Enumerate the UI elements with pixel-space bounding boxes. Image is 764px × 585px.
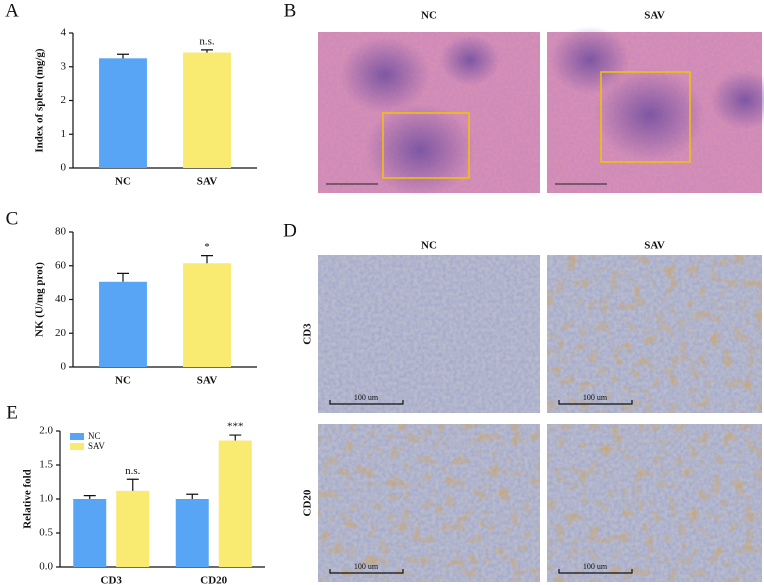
legend-swatch (70, 433, 84, 440)
y-tick-label: 60 (55, 259, 67, 271)
zoom-box (382, 112, 470, 179)
bar (175, 499, 209, 567)
panel-letter: A (5, 0, 19, 21)
significance: n.s. (199, 35, 215, 47)
panel-letter: E (6, 402, 18, 423)
scale-label: 100 um (583, 562, 608, 571)
y-tick-label: 1.5 (39, 459, 53, 471)
y-tick-label: 1.0 (39, 493, 53, 505)
stain (547, 424, 762, 582)
bar (73, 499, 107, 567)
scale-label: 100 um (583, 393, 608, 402)
follicle (340, 36, 430, 114)
x-tick-label: CD3 (101, 575, 123, 585)
scale-label: 100 um (354, 393, 379, 402)
x-tick-label: NC (115, 176, 131, 188)
error-bar (126, 478, 139, 491)
error-bar (186, 493, 199, 499)
significance: * (204, 241, 210, 253)
follicle (440, 34, 500, 86)
y-tick-label: 80 (55, 226, 67, 238)
scale-bar (558, 400, 633, 405)
follicle (710, 70, 764, 130)
y-tick-label: 20 (55, 327, 67, 339)
x-tick-label: CD20 (200, 575, 227, 585)
zoom-box (600, 71, 691, 163)
y-tick-label: 4 (61, 27, 67, 39)
y-tick-label: 0 (61, 162, 67, 174)
follicle (365, 103, 475, 197)
panel-letter: D (283, 220, 297, 241)
error-bar (83, 495, 96, 499)
column-label: SAV (644, 10, 665, 22)
y-axis-label: NK (U/mg prot) (34, 262, 46, 337)
y-tick-label: 3 (61, 60, 67, 72)
bar (99, 58, 147, 168)
bar (183, 52, 231, 169)
bar (218, 440, 252, 567)
y-tick-label: 2 (61, 94, 67, 106)
scale-bar (558, 569, 633, 574)
follicle (595, 68, 705, 162)
y-tick-label: 0.5 (39, 527, 53, 539)
x-tick-label: SAV (197, 176, 218, 188)
bar (183, 263, 231, 367)
stain (547, 255, 762, 413)
x-tick-label: NC (115, 375, 131, 387)
scale-bar (329, 400, 404, 405)
error-bar (201, 255, 213, 264)
bar (116, 490, 150, 567)
legend-label: SAV (88, 441, 105, 451)
y-tick-label: 2.0 (39, 425, 53, 437)
y-tick-label: 0 (61, 361, 67, 373)
y-tick-label: 0.0 (39, 561, 53, 573)
column-label: NC (421, 10, 437, 22)
significance: n.s. (125, 465, 141, 477)
scale-bar (329, 569, 404, 574)
micrographs (318, 26, 764, 582)
y-tick-label: 1 (61, 128, 67, 140)
panel-letter: B (284, 0, 297, 21)
panel-letter: C (6, 208, 19, 229)
texture (318, 255, 540, 413)
bar (99, 281, 147, 367)
row-label: CD3 (302, 323, 314, 345)
y-tick-label: 40 (55, 293, 67, 305)
legend-swatch (70, 443, 84, 450)
error-bar (229, 434, 242, 441)
scale-label: 100 um (354, 562, 379, 571)
column-label: NC (421, 240, 437, 252)
follicle (550, 26, 630, 94)
error-bar (201, 49, 213, 53)
row-label: CD20 (302, 489, 314, 516)
error-bar (117, 53, 129, 59)
x-tick-label: SAV (197, 375, 218, 387)
stain (318, 424, 540, 582)
error-bar (117, 272, 129, 282)
y-axis-label: Relative fold (22, 469, 34, 529)
significance: *** (227, 421, 244, 433)
column-label: SAV (644, 240, 665, 252)
y-axis-label: Index of spleen (mg/g) (34, 48, 46, 153)
legend-label: NC (88, 431, 101, 441)
